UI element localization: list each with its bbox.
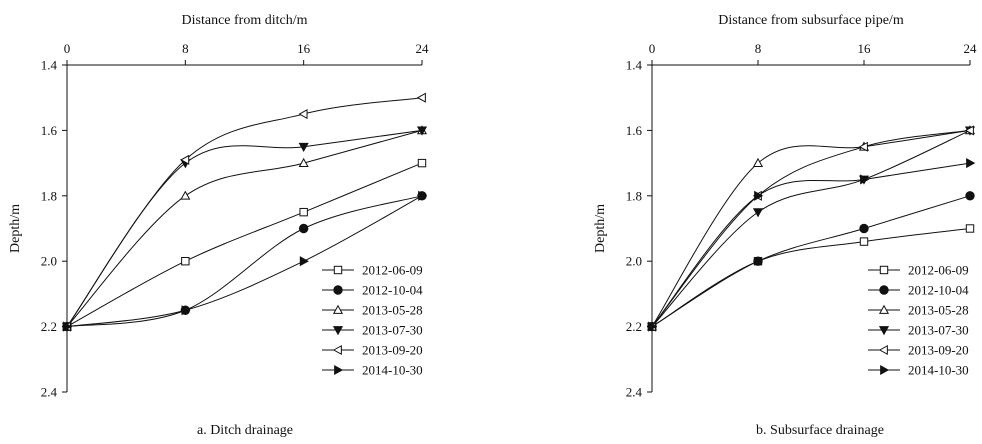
y-tick-label: 1.4 — [41, 58, 58, 73]
figure-caption: b. Subsurface drainage — [756, 423, 884, 438]
legend-label: 2013-09-20 — [362, 343, 423, 358]
series-line-2013-09-20 — [66, 97, 423, 327]
legend-label: 2012-06-09 — [908, 263, 969, 278]
y-tick-label: 1.6 — [41, 123, 58, 138]
y-tick-label: 1.8 — [41, 188, 57, 203]
data-point — [180, 190, 191, 200]
y-tick-label: 1.4 — [626, 58, 643, 73]
legend-label: 2013-05-28 — [908, 303, 969, 318]
series-line-2012-10-04 — [66, 195, 423, 328]
data-point — [753, 256, 763, 266]
data-point — [965, 191, 975, 201]
x-tick-label: 0 — [649, 41, 656, 56]
y-axis-label: Depth/m — [593, 204, 608, 253]
legend-marker — [878, 304, 890, 314]
data-point — [859, 237, 869, 246]
y-tick-label: 2.0 — [41, 254, 57, 269]
data-point — [858, 141, 868, 152]
x-tick-label: 0 — [64, 41, 71, 56]
y-axis-label: Depth/m — [8, 204, 23, 253]
legend-label: 2014-10-30 — [362, 363, 423, 378]
data-point — [298, 142, 309, 152]
data-point — [418, 190, 428, 201]
legend-label: 2013-09-20 — [908, 343, 969, 358]
data-point — [299, 207, 308, 217]
x-axis-label: Distance from subsurface pipe/m — [718, 13, 904, 28]
data-point — [298, 157, 309, 167]
data-point — [299, 256, 309, 267]
data-point — [859, 223, 869, 234]
y-tick-label: 2.2 — [41, 319, 57, 334]
y-tick-label: 1.8 — [626, 188, 642, 203]
chart-panel-1: 0 8 16 24 1.4 1.6 1.8 2.0 2.2 2.4 Distance from di… — [8, 13, 429, 438]
legend-label: 2013-07-30 — [908, 323, 969, 338]
data-point — [298, 223, 309, 234]
data-point — [964, 125, 974, 136]
legend-marker — [880, 364, 890, 376]
data-point — [416, 126, 428, 136]
data-point — [63, 321, 73, 332]
legend-label: 2013-07-30 — [362, 323, 423, 338]
legend-label: 2014-10-30 — [908, 363, 969, 378]
chart-panel-2: 0 8 16 24 1.4 1.6 1.8 2.0 2.2 2.4 Distance from su… — [593, 13, 977, 438]
y-tick-label: 2.2 — [626, 319, 642, 334]
data-point — [298, 109, 308, 120]
series-line-2013-05-28 — [66, 129, 423, 327]
x-tick-label: 8 — [182, 41, 189, 56]
legend-marker — [878, 326, 890, 336]
x-tick-label: 24 — [964, 41, 978, 56]
data-point — [181, 305, 191, 316]
data-point — [181, 257, 190, 266]
x-tick-label: 24 — [416, 41, 430, 56]
y-tick-label: 2.0 — [626, 254, 642, 269]
y-tick-label: 1.6 — [626, 123, 643, 138]
data-point — [754, 190, 764, 201]
data-point — [648, 321, 658, 332]
y-tick-label: 2.4 — [626, 385, 643, 400]
legend-marker — [333, 285, 343, 295]
data-point — [965, 224, 975, 233]
x-tick-label: 8 — [755, 41, 762, 56]
legend-label: 2013-05-28 — [362, 303, 423, 318]
data-point — [752, 157, 764, 167]
legend-label: 2012-10-04 — [908, 283, 969, 298]
series-line-2014-10-30 — [651, 162, 971, 327]
y-tick-label: 2.4 — [41, 385, 58, 400]
series-line-2012-06-09 — [66, 162, 423, 328]
legend-marker — [332, 344, 342, 356]
x-tick-label: 16 — [858, 41, 872, 56]
series-line-2014-10-30 — [66, 195, 423, 328]
data-point — [860, 174, 870, 185]
series-line-2013-09-20 — [651, 129, 971, 327]
x-axis-label: Distance from ditch/m — [182, 13, 308, 28]
legend-marker — [333, 265, 343, 275]
data-point — [417, 158, 427, 168]
series-line-2013-07-30 — [651, 129, 971, 327]
legend-marker — [878, 344, 888, 356]
legend-marker — [332, 326, 344, 336]
legend-marker — [334, 364, 344, 376]
data-point — [416, 92, 426, 103]
series-line-2012-10-04 — [651, 195, 971, 328]
figure-caption: a. Ditch drainage — [197, 423, 293, 438]
legend-marker — [879, 265, 889, 275]
data-point — [966, 158, 976, 169]
legend-marker — [879, 285, 889, 295]
legend-label: 2012-06-09 — [362, 263, 423, 278]
data-point — [752, 208, 764, 218]
series-line-2013-05-28 — [651, 129, 971, 327]
data-point — [180, 154, 190, 165]
legend-marker — [332, 304, 344, 314]
series-line-2012-06-09 — [651, 228, 971, 328]
legend-label: 2012-10-04 — [362, 283, 423, 298]
x-tick-label: 16 — [297, 41, 311, 56]
